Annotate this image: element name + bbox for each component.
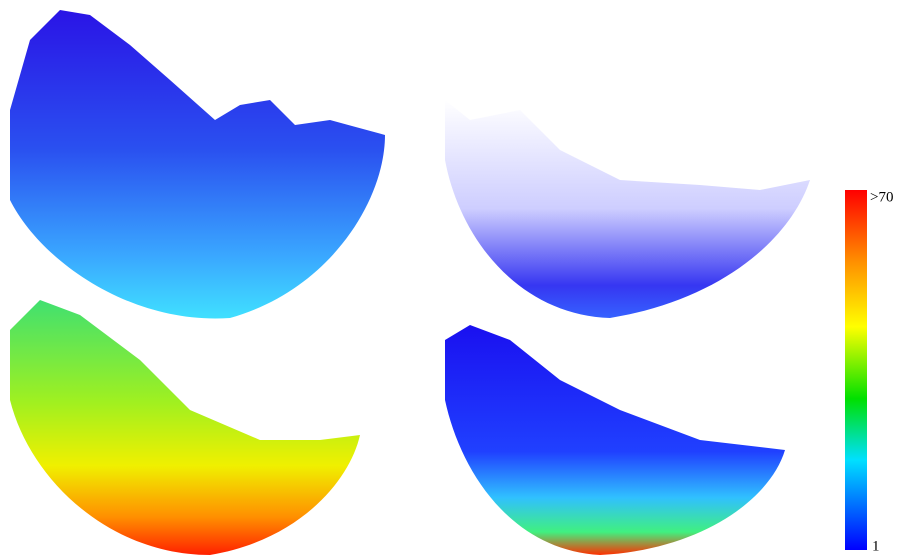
heatmap-panel (445, 100, 810, 318)
heatmap-panel (10, 10, 385, 319)
colorbar (845, 190, 867, 550)
heatmap-panel (445, 325, 785, 555)
colorbar-max-label: >70 (870, 189, 893, 205)
colorbar-min-label: 1 (872, 538, 880, 554)
heatmap-panel (10, 300, 360, 555)
